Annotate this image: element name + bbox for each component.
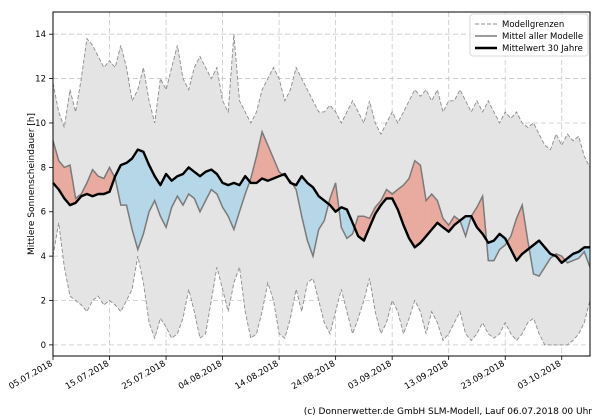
deviation-areas bbox=[52, 34, 591, 345]
legend-label-bounds: Modellgrenzen bbox=[502, 20, 564, 30]
y-tick-label: 2 bbox=[41, 297, 46, 307]
model-mean-line bbox=[52, 129, 591, 278]
deviation-below-segment bbox=[533, 240, 540, 277]
legend-label-clim: Mittelwert 30 Jahre bbox=[502, 44, 583, 54]
x-tick-label: 25.07.2018 bbox=[120, 359, 167, 392]
x-tick-label: 03.09.2018 bbox=[347, 359, 394, 392]
y-tick-label: 12 bbox=[35, 75, 46, 85]
y-axis-label: Mittlere Sonnenscheindauer [h] bbox=[27, 113, 37, 255]
credit-text: (c) Donnerwetter.de GmbH SLM-Modell, Lau… bbox=[303, 407, 592, 417]
y-tick-label: 10 bbox=[35, 119, 46, 129]
x-tick-label: 14.08.2018 bbox=[233, 359, 280, 392]
legend-box bbox=[469, 13, 589, 57]
x-tick-label: 13.09.2018 bbox=[403, 359, 450, 392]
deviation-below-segment bbox=[120, 162, 127, 206]
plot-frame bbox=[52, 11, 591, 357]
x-tick-label: 23.09.2018 bbox=[460, 359, 507, 392]
y-tick-label: 8 bbox=[41, 163, 46, 173]
y-tick-label: 14 bbox=[35, 30, 46, 40]
model-lower-bound-line bbox=[52, 222, 591, 346]
legend: Modellgrenzen Mittel aller Modelle Mittelw… bbox=[469, 13, 589, 57]
x-tick-label: 24.08.2018 bbox=[290, 359, 337, 392]
x-tick-label: 05.07.2018 bbox=[7, 359, 54, 392]
x-tick-label: 15.07.2018 bbox=[64, 359, 111, 392]
deviation-above-segment bbox=[414, 160, 421, 248]
legend-label-mean: Mittel aller Modelle bbox=[502, 32, 583, 42]
y-tick-label: 4 bbox=[41, 252, 46, 262]
climatology-line bbox=[52, 148, 590, 264]
series-lines bbox=[52, 34, 591, 346]
y-tick-label: 0 bbox=[41, 341, 46, 351]
x-tick-label: 03.10.2018 bbox=[516, 359, 563, 392]
y-tick-label: 6 bbox=[41, 208, 46, 218]
model-upper-bound-line bbox=[52, 34, 591, 168]
x-tick-label: 04.08.2018 bbox=[177, 359, 224, 392]
model-envelope-fill bbox=[53, 34, 590, 345]
